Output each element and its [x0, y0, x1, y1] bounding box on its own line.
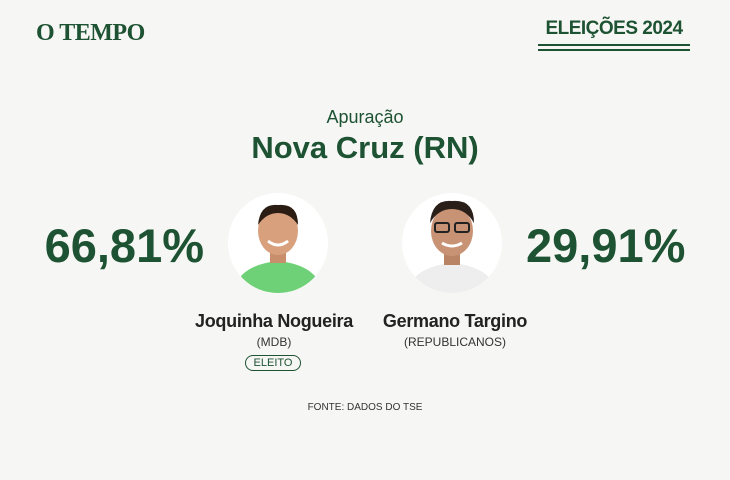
candidate-name: Germano Targino — [382, 311, 528, 331]
logo: O TEMPO — [36, 20, 145, 46]
candidate-name: Joquinha Nogueira — [195, 311, 353, 331]
source-note: FONTE: DADOS DO TSE — [307, 402, 423, 413]
candidate-photo — [228, 193, 328, 293]
kicker: Apuração — [326, 107, 404, 127]
candidate-party: (REPUBLICANOS) — [403, 335, 507, 349]
vote-percent: 29,91% — [526, 219, 686, 272]
candidate-photo — [402, 193, 502, 293]
badge-underline — [538, 44, 690, 46]
election-badge: ELEIÇÕES 2024 — [545, 18, 683, 39]
vote-percent: 66,81% — [44, 219, 204, 272]
place-title: Nova Cruz (RN) — [251, 130, 479, 165]
elected-badge: ELEITO — [245, 355, 301, 371]
candidate-party: (MDB) — [256, 335, 292, 349]
badge-underline — [538, 49, 690, 51]
